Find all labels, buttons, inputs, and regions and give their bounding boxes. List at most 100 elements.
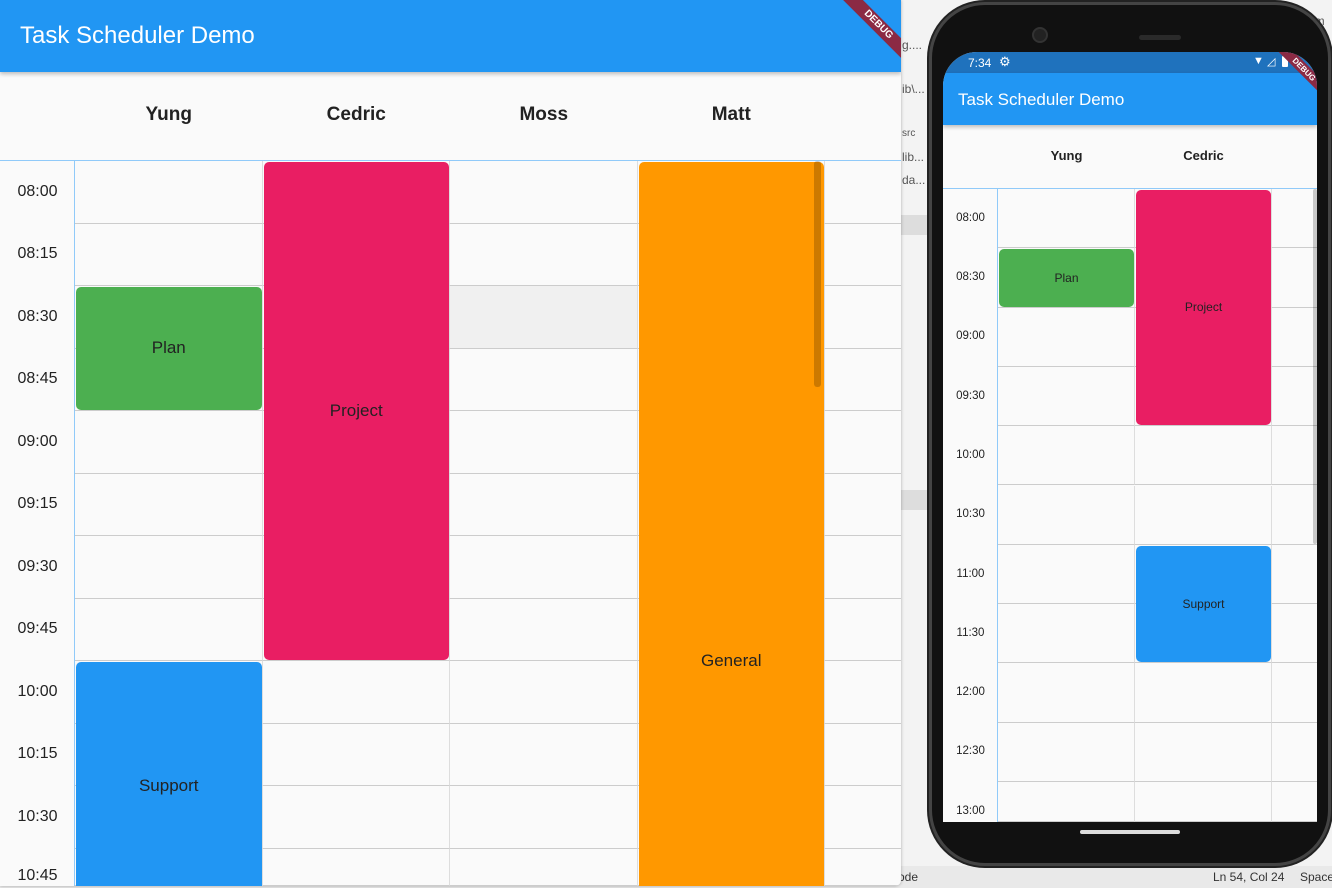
time-slot[interactable]: [998, 426, 1135, 486]
time-slot[interactable]: [1135, 782, 1272, 822]
time-label: 10:15: [17, 745, 58, 763]
event-support[interactable]: Support: [76, 662, 262, 886]
time-slot[interactable]: [75, 598, 263, 661]
time-slot[interactable]: [450, 286, 638, 349]
people-header: Yung Cedric Moss Matt: [0, 72, 901, 160]
time-slot[interactable]: [998, 189, 1135, 249]
settings-icon: ⚙: [999, 54, 1011, 69]
time-label: 10:30: [956, 508, 985, 521]
time-slot[interactable]: [998, 604, 1135, 664]
event-plan[interactable]: Plan: [76, 287, 262, 410]
time-label: 08:30: [956, 271, 985, 284]
time-label: 12:30: [956, 745, 985, 758]
time-slot[interactable]: [75, 348, 263, 411]
time-slot[interactable]: [1272, 663, 1317, 723]
time-slot[interactable]: [1272, 604, 1317, 664]
time-slot[interactable]: [262, 848, 450, 886]
time-slot[interactable]: [998, 782, 1135, 822]
time-slot[interactable]: [1135, 426, 1272, 486]
event-label: Project: [1184, 300, 1223, 315]
time-slot[interactable]: [1272, 367, 1317, 427]
time-slot[interactable]: [1272, 782, 1317, 822]
event-support[interactable]: Support: [1136, 545, 1271, 663]
ide-text: ib\...: [902, 82, 925, 96]
time-slot[interactable]: [262, 598, 450, 661]
scrollbar[interactable]: [814, 161, 821, 387]
time-slot[interactable]: [450, 348, 638, 411]
time-slot[interactable]: [825, 849, 901, 886]
time-slot[interactable]: [1135, 663, 1272, 723]
time-slot[interactable]: [825, 661, 901, 724]
event-label: Project: [329, 400, 383, 420]
time-slot[interactable]: [75, 536, 263, 599]
time-slot[interactable]: [1272, 189, 1317, 249]
app-title: Task Scheduler Demo: [20, 22, 255, 49]
time-slot[interactable]: [1272, 545, 1317, 605]
time-slot[interactable]: [825, 411, 901, 474]
time-slot[interactable]: [1272, 486, 1317, 545]
time-slot[interactable]: [825, 474, 901, 536]
time-label: 10:45: [17, 866, 58, 884]
ide-text: src: [902, 128, 916, 139]
time-slot[interactable]: [998, 722, 1135, 782]
column-header-cedric: Cedric: [1183, 148, 1224, 163]
event-general[interactable]: General: [638, 162, 824, 886]
phone-screen: 7:34 ⚙ ▼ ◿ Task Scheduler Demo DEBUG Yun…: [943, 52, 1317, 822]
time-slot[interactable]: [450, 598, 638, 661]
time-slot[interactable]: [1135, 604, 1272, 664]
time-slot[interactable]: [450, 661, 638, 724]
time-slot[interactable]: [825, 286, 901, 349]
time-slot[interactable]: [825, 599, 901, 661]
time-slot[interactable]: [262, 786, 450, 849]
time-slot[interactable]: [75, 161, 263, 224]
event-plan[interactable]: Plan: [999, 249, 1134, 307]
column-header-matt: Matt: [711, 104, 751, 125]
time-slot[interactable]: [450, 411, 638, 474]
schedule-grid[interactable]: 08:00 08:30 09:00 09:30 10:00 10:30 11:00 11:30…: [943, 188, 1317, 822]
time-slot[interactable]: [998, 307, 1135, 367]
time-slot[interactable]: [1135, 485, 1272, 545]
event-project[interactable]: Project: [263, 162, 449, 660]
indent-setting[interactable]: Space: [1300, 870, 1332, 884]
time-slot[interactable]: [1272, 426, 1317, 486]
time-slot[interactable]: [450, 848, 638, 886]
time-slot[interactable]: [1135, 722, 1272, 782]
time-label: 09:45: [17, 620, 58, 638]
time-slot[interactable]: [1272, 248, 1317, 308]
time-slot[interactable]: [825, 224, 901, 286]
time-slot[interactable]: [825, 161, 901, 224]
time-slot[interactable]: [450, 473, 638, 536]
time-slot[interactable]: [75, 411, 263, 474]
cursor-position[interactable]: Ln 54, Col 24: [1213, 870, 1285, 884]
time-slot[interactable]: [998, 485, 1135, 545]
time-slot[interactable]: [998, 366, 1135, 427]
time-slot[interactable]: [998, 544, 1135, 605]
time-slot[interactable]: [1272, 723, 1317, 782]
home-indicator[interactable]: [1080, 830, 1180, 834]
event-project[interactable]: Project: [1136, 190, 1271, 426]
time-slot[interactable]: [450, 223, 638, 286]
time-slot[interactable]: [450, 786, 638, 849]
time-slot[interactable]: [450, 161, 638, 224]
time-slot[interactable]: [825, 724, 901, 786]
time-slot[interactable]: [450, 723, 638, 786]
time-slot[interactable]: [825, 786, 901, 849]
schedule-grid[interactable]: 08:00 08:15 08:30 08:45 09:00 09:15 09:30 09:45…: [0, 160, 901, 886]
time-slot[interactable]: [825, 536, 901, 599]
time-label: 09:00: [956, 330, 985, 343]
time-label: 11:30: [956, 626, 985, 639]
time-slot[interactable]: [75, 473, 263, 536]
scrollbar[interactable]: [1313, 189, 1317, 544]
time-slot[interactable]: [262, 661, 450, 724]
time-slot[interactable]: [998, 663, 1135, 723]
event-label: Plan: [1054, 270, 1079, 285]
time-slot[interactable]: [262, 723, 450, 786]
time-label: 08:00: [17, 182, 58, 200]
time-slot[interactable]: [1135, 366, 1272, 427]
time-slot[interactable]: [825, 349, 901, 411]
time-slot[interactable]: [1272, 308, 1317, 367]
time-slot[interactable]: [450, 536, 638, 599]
time-slot[interactable]: [998, 248, 1135, 308]
time-slot[interactable]: [75, 223, 263, 286]
event-label: General: [701, 650, 762, 670]
